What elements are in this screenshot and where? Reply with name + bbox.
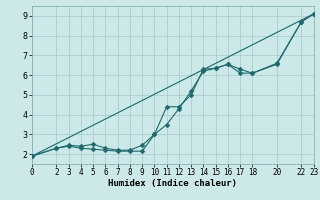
X-axis label: Humidex (Indice chaleur): Humidex (Indice chaleur) <box>108 179 237 188</box>
